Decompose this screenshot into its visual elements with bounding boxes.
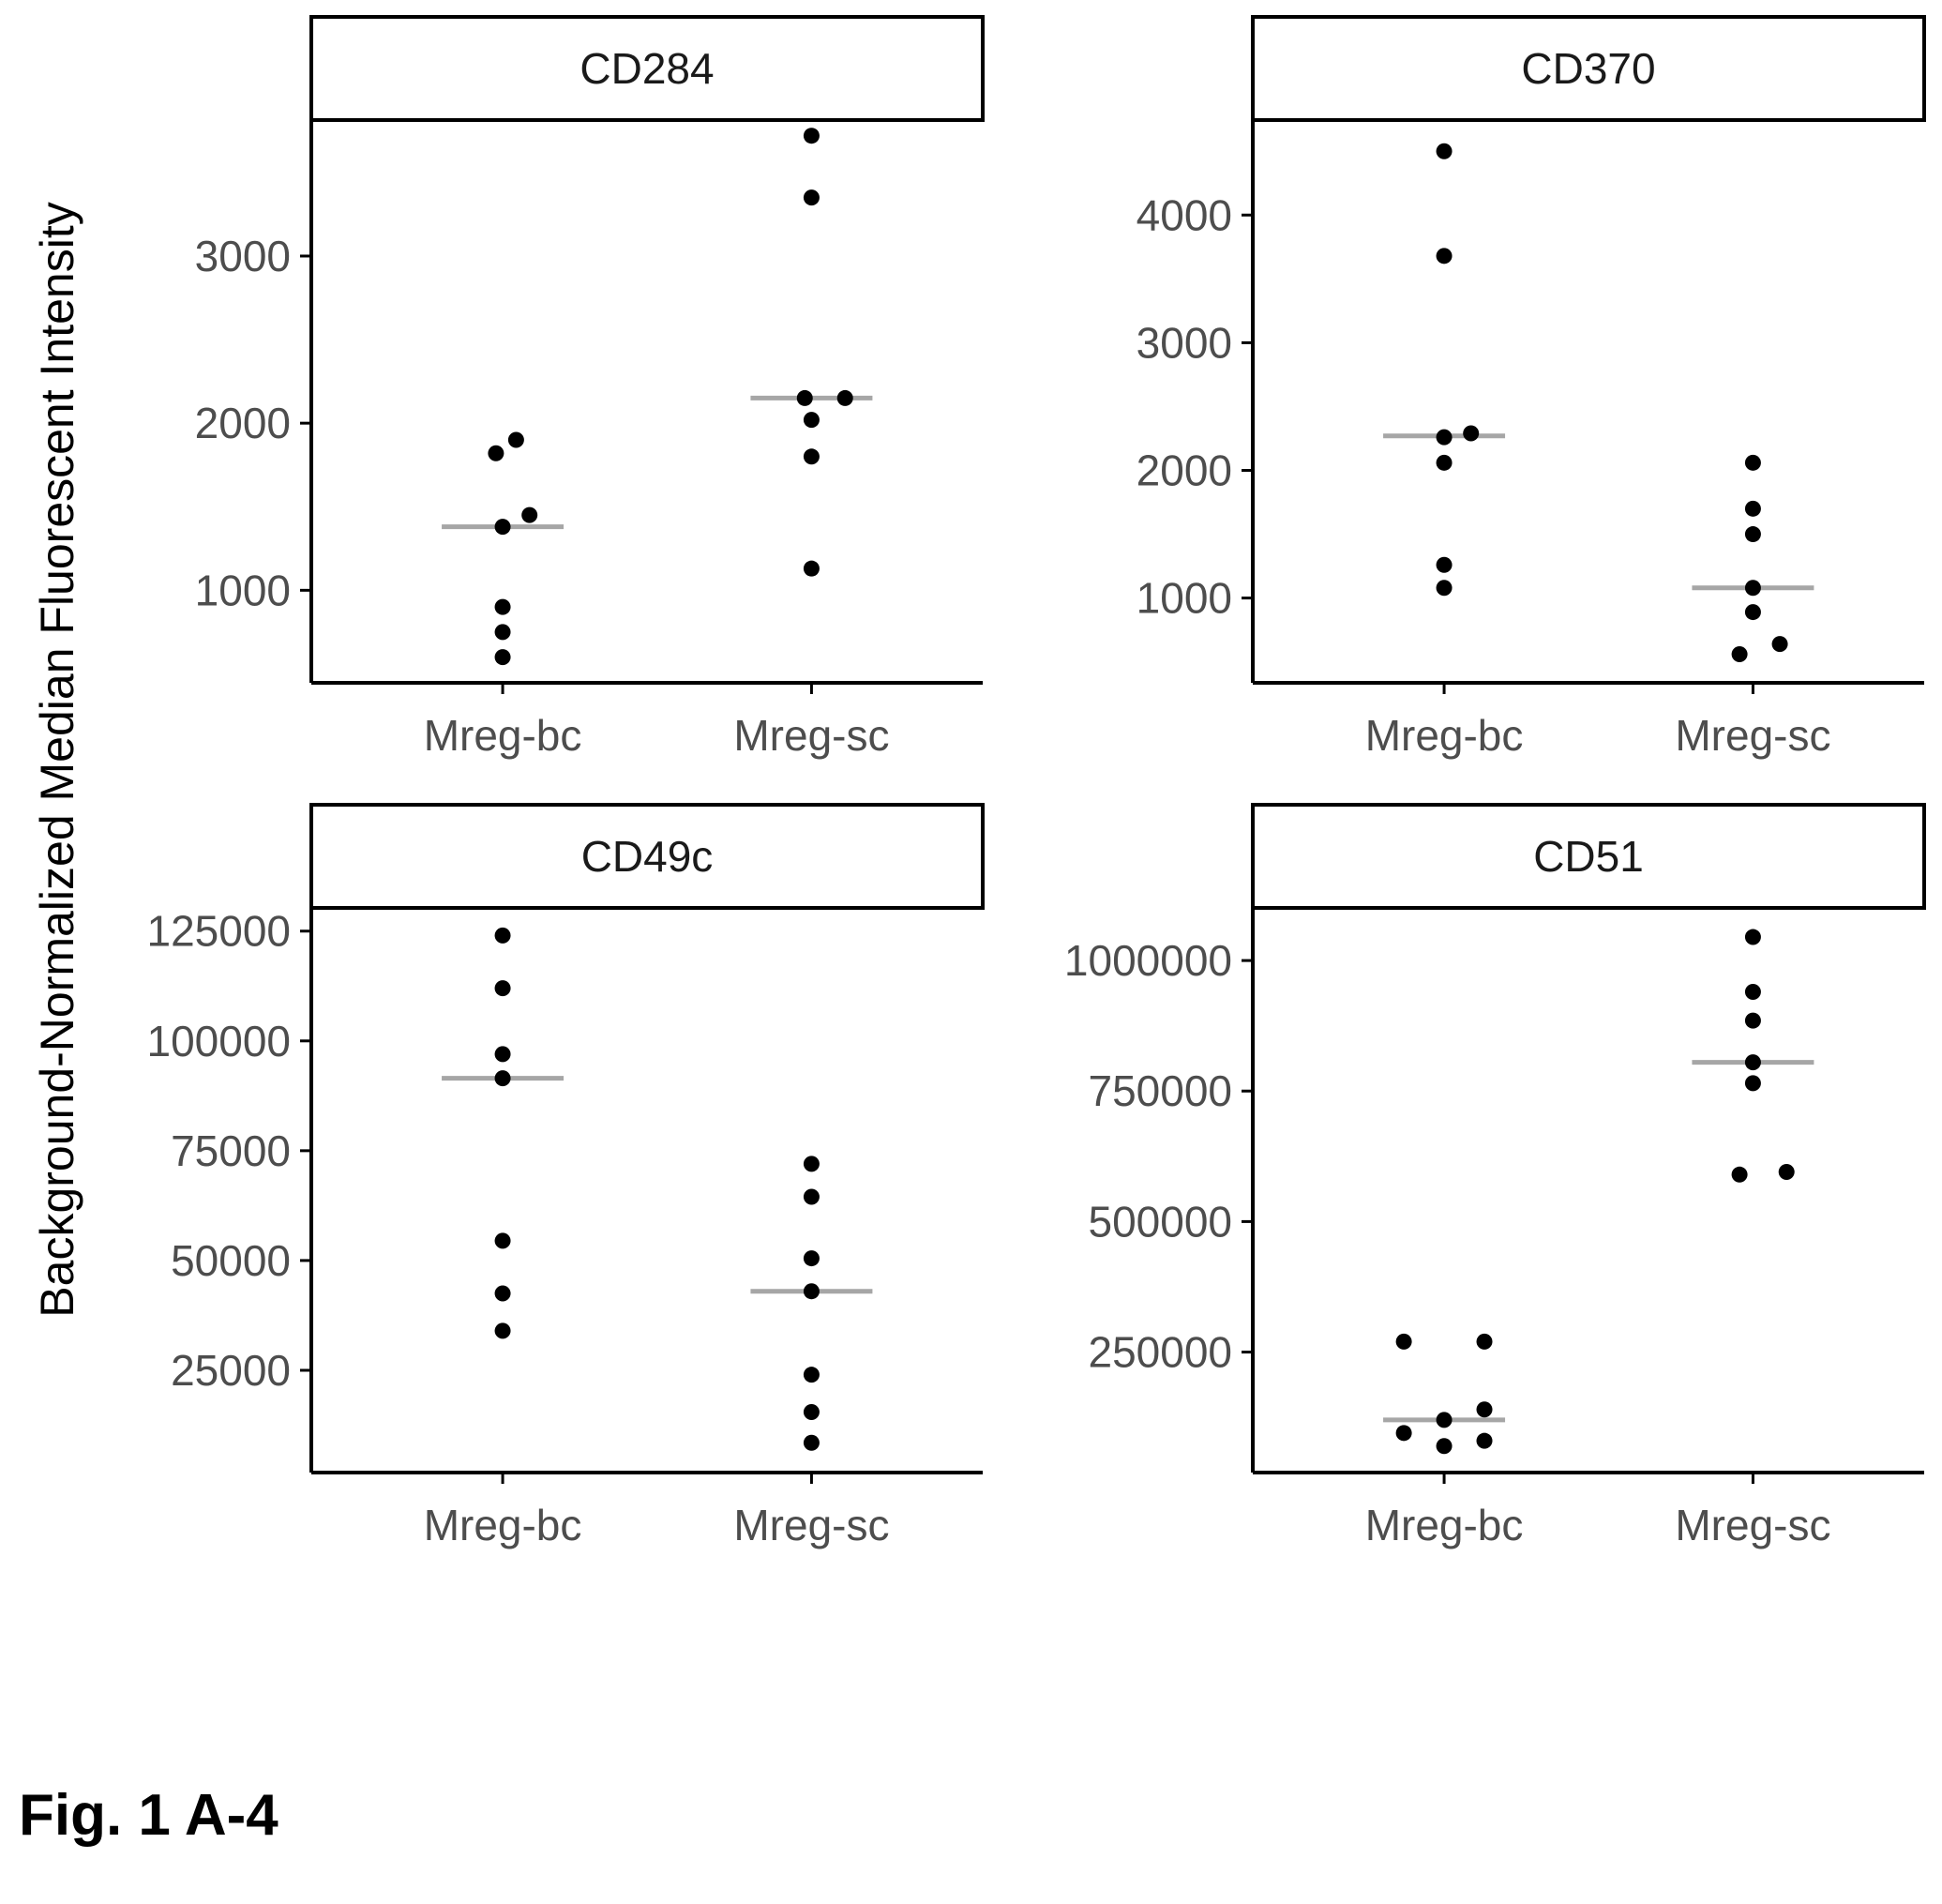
data-point (1744, 1075, 1761, 1092)
panel-cd284: CD284 1000 2000 3000 Mreg-bc Mreg-sc (195, 15, 985, 760)
data-point (1744, 500, 1761, 517)
x-tick-label: Mreg-sc (733, 711, 889, 760)
data-point (803, 1156, 820, 1172)
data-point (1778, 1164, 1795, 1181)
data-point (796, 389, 813, 406)
strip-box (309, 15, 985, 122)
data-point (803, 1403, 820, 1420)
panel-cd51: CD51 250000 500000 750000 1000000 Mreg-bc Mreg… (1064, 803, 1926, 1549)
data-point (494, 519, 511, 536)
data-point (494, 927, 511, 944)
strip-label: CD284 (580, 44, 714, 93)
data-point (803, 412, 820, 429)
data-point (1476, 1432, 1493, 1449)
strip-box (309, 803, 985, 910)
y-tick-label: 750000 (1089, 1066, 1233, 1115)
y-tick-label: 50000 (171, 1236, 291, 1285)
strip-box (1251, 803, 1926, 910)
strip-label: CD49c (581, 832, 714, 881)
data-point (1463, 425, 1480, 442)
x-tick-label: Mreg-sc (1675, 1501, 1830, 1549)
x-tick-label: Mreg-bc (1365, 711, 1524, 760)
y-tick-label: 125000 (147, 907, 292, 956)
data-point (1744, 580, 1761, 597)
data-point (494, 1070, 511, 1087)
data-point (1476, 1401, 1493, 1418)
y-tick-label: 1000 (1137, 574, 1232, 623)
y-tick-label: 1000000 (1064, 936, 1232, 985)
figure-caption: Fig. 1 A-4 (19, 1783, 279, 1848)
y-tick-label: 250000 (1089, 1328, 1233, 1377)
x-tick-label: Mreg-bc (424, 1501, 582, 1549)
data-point (494, 1285, 511, 1302)
x-tick-label: Mreg-sc (1675, 711, 1830, 760)
data-point (507, 431, 524, 448)
data-point (1744, 526, 1761, 543)
strip-label: CD370 (1521, 44, 1655, 93)
y-tick-label: 25000 (171, 1346, 291, 1395)
x-tick-label: Mreg-bc (424, 711, 582, 760)
data-point (836, 389, 853, 406)
data-point (803, 128, 820, 144)
data-point (494, 624, 511, 641)
data-point (803, 1250, 820, 1267)
panel-cd370: CD370 1000 2000 3000 4000 Mreg-bc Mreg-sc (1137, 15, 1926, 760)
data-point (1744, 983, 1761, 1000)
data-point (1476, 1333, 1493, 1350)
data-point (803, 189, 820, 206)
data-point (494, 1046, 511, 1063)
data-point (803, 560, 820, 577)
y-tick-label: 2000 (195, 399, 291, 447)
data-point (1744, 604, 1761, 621)
data-point (1436, 454, 1453, 471)
y-tick-label: 2000 (1137, 446, 1232, 495)
y-axis-label: Background-Normalized Median Fluorescent… (31, 202, 83, 1317)
strip-label: CD51 (1533, 832, 1644, 881)
data-point (1731, 646, 1748, 662)
data-point (1744, 929, 1761, 945)
data-point (1436, 429, 1453, 446)
y-tick-label: 1000 (195, 566, 291, 614)
strip-box (1251, 15, 1926, 122)
data-point (1436, 580, 1453, 597)
data-point (494, 1322, 511, 1339)
y-tick-label: 100000 (147, 1017, 292, 1065)
data-point (494, 598, 511, 615)
data-point (1771, 636, 1788, 653)
y-tick-label: 75000 (171, 1126, 291, 1175)
y-tick-label: 500000 (1089, 1197, 1233, 1246)
data-point (1744, 1054, 1761, 1071)
y-tick-label: 3000 (195, 232, 291, 280)
data-point (1744, 1012, 1761, 1029)
data-point (488, 445, 504, 461)
data-point (1436, 248, 1453, 264)
data-point (1744, 454, 1761, 471)
data-point (803, 1434, 820, 1451)
panel-cd49c: CD49c 25000 50000 75000 100000 125000 Mreg-bc M… (147, 803, 985, 1549)
data-point (1436, 1412, 1453, 1428)
data-point (803, 448, 820, 465)
data-point (494, 980, 511, 997)
x-tick-label: Mreg-sc (733, 1501, 889, 1549)
data-point (1436, 143, 1453, 159)
data-point (803, 1188, 820, 1205)
y-tick-label: 3000 (1137, 318, 1232, 367)
data-point (1395, 1333, 1412, 1350)
data-point (494, 649, 511, 666)
data-point (1395, 1425, 1412, 1442)
data-point (494, 1232, 511, 1249)
data-point (803, 1283, 820, 1300)
data-point (1436, 1438, 1453, 1455)
y-tick-label: 4000 (1137, 190, 1232, 239)
x-tick-label: Mreg-bc (1365, 1501, 1524, 1549)
data-point (1731, 1166, 1748, 1183)
panels: CD284 1000 2000 3000 Mreg-bc Mreg-sc CD370 1000… (147, 15, 1926, 1549)
data-point (521, 506, 538, 523)
data-point (803, 1367, 820, 1383)
data-point (1436, 556, 1453, 573)
